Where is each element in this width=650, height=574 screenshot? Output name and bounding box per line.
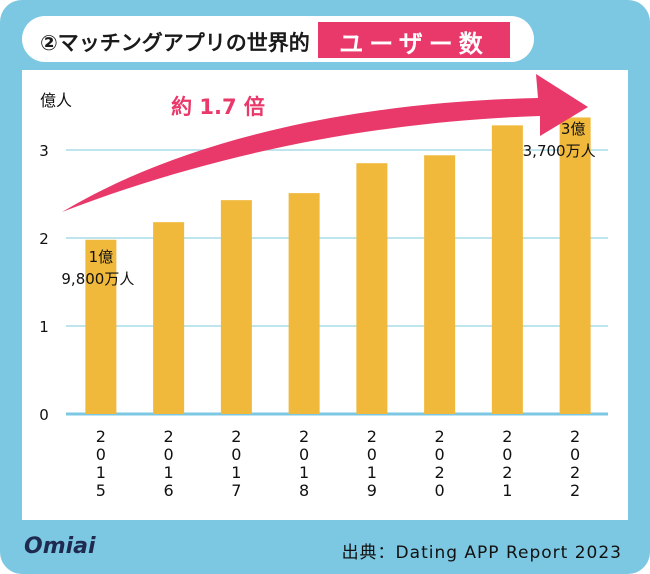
- y-tick-label: 2: [39, 230, 49, 248]
- last-value-line1: 3億: [561, 120, 586, 138]
- first-value-line2: 9,800万人: [61, 270, 134, 288]
- bar-2017: [220, 200, 252, 414]
- chart-title-highlight: ユーザー数: [339, 30, 489, 58]
- last-value-line2: 3,700万人: [523, 142, 596, 160]
- y-tick-label: 3: [39, 142, 49, 160]
- y-tick-label: 1: [39, 318, 49, 336]
- chart-panel: 0 1 2 3 億人 2 0 1 5 2 0 1 6 2 0 1 7 2 0 1 8 2 0 1 9 2 0 2 0 2 0 2 1 2 0 2 2 約 …: [22, 70, 628, 520]
- source-credit: 出典：Dating APP Report 2023: [341, 543, 622, 563]
- bar-2015: [85, 239, 117, 414]
- growth-arrow: [62, 74, 588, 212]
- y-tick-label: 0: [39, 406, 49, 424]
- bar-2022: [559, 117, 591, 414]
- bar-2019: [356, 163, 388, 414]
- growth-label: 約 1.7 倍: [171, 95, 265, 119]
- bar-2021: [491, 125, 523, 415]
- omiai-logo: Omiai: [24, 534, 96, 559]
- chart-title: ②マッチングアプリの世界的: [40, 31, 310, 55]
- bar-2018: [288, 193, 320, 414]
- bar-2016: [153, 222, 185, 414]
- bar-chart: 0 1 2 3 億人 2 0 1 5 2 0 1 6 2 0 1 7 2 0 1 8 2 0 1 9 2 0 2 0 2 0 2 1 2 0 2 2 約 …: [39, 74, 608, 500]
- first-value-line1: 1億: [89, 248, 114, 266]
- y-axis-label: 億人: [40, 91, 72, 110]
- bar-2020: [424, 155, 456, 414]
- title-highlight-box: [318, 22, 510, 58]
